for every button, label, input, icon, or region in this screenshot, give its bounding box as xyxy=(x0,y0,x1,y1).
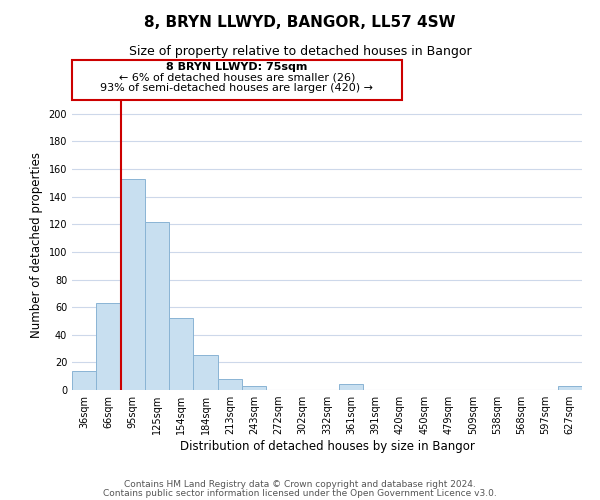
Bar xyxy=(169,318,193,390)
X-axis label: Distribution of detached houses by size in Bangor: Distribution of detached houses by size … xyxy=(179,440,475,453)
Bar xyxy=(193,356,218,390)
Y-axis label: Number of detached properties: Number of detached properties xyxy=(30,152,43,338)
Bar xyxy=(558,386,582,390)
Text: Contains public sector information licensed under the Open Government Licence v3: Contains public sector information licen… xyxy=(103,488,497,498)
Bar xyxy=(72,370,96,390)
Bar xyxy=(339,384,364,390)
Text: Contains HM Land Registry data © Crown copyright and database right 2024.: Contains HM Land Registry data © Crown c… xyxy=(124,480,476,489)
Text: Size of property relative to detached houses in Bangor: Size of property relative to detached ho… xyxy=(128,45,472,58)
Text: ← 6% of detached houses are smaller (26): ← 6% of detached houses are smaller (26) xyxy=(119,72,355,83)
Text: 8, BRYN LLWYD, BANGOR, LL57 4SW: 8, BRYN LLWYD, BANGOR, LL57 4SW xyxy=(144,15,456,30)
Text: 93% of semi-detached houses are larger (420) →: 93% of semi-detached houses are larger (… xyxy=(101,83,373,93)
Bar xyxy=(145,222,169,390)
Bar xyxy=(96,303,121,390)
Bar xyxy=(218,379,242,390)
Bar xyxy=(242,386,266,390)
Bar xyxy=(121,178,145,390)
Text: 8 BRYN LLWYD: 75sqm: 8 BRYN LLWYD: 75sqm xyxy=(166,62,308,72)
